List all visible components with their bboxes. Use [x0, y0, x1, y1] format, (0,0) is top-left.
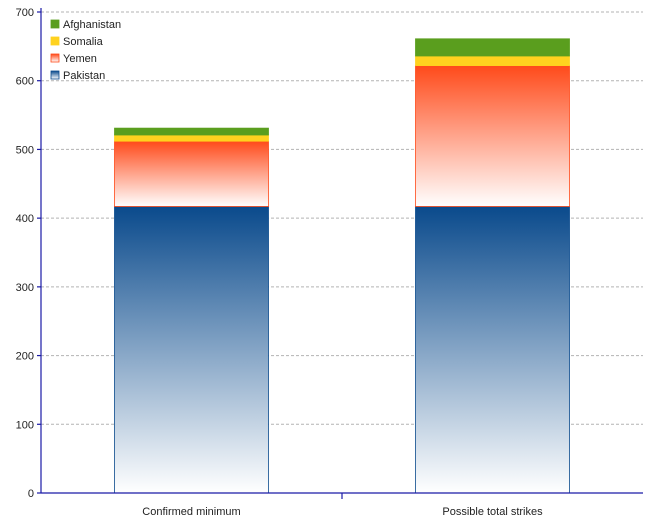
legend-label-afghanistan: Afghanistan	[63, 19, 121, 31]
bar-pakistan-possible-total-strikes	[415, 206, 570, 494]
y-tick-label: 200	[16, 351, 34, 363]
bar-yemen-possible-total-strikes	[415, 65, 570, 207]
y-tick-label: 600	[16, 76, 34, 88]
y-tick-label: 400	[16, 213, 34, 225]
legend: Afghanistan Somalia Yemen Pakistan	[50, 19, 121, 82]
bar-afghanistan-possible-total-strikes	[415, 38, 570, 57]
y-tick-label: 300	[16, 282, 34, 294]
x-axis-categories: Confirmed minimum Possible total strikes	[142, 506, 543, 517]
bar-somalia-confirmed-minimum	[114, 134, 269, 142]
y-tick-label: 500	[16, 144, 34, 156]
bar-pakistan-confirmed-minimum	[114, 206, 269, 494]
bar-afghanistan-confirmed-minimum	[114, 127, 269, 136]
x-category-label: Confirmed minimum	[142, 506, 240, 517]
legend-swatch-afghanistan	[50, 19, 60, 29]
y-axis-ticks: 0 100 200 300 400 500 600 700	[16, 7, 41, 500]
x-category-label: Possible total strikes	[442, 506, 543, 517]
axes	[40, 8, 643, 499]
legend-label-somalia: Somalia	[63, 36, 104, 48]
y-tick-label: 700	[16, 7, 34, 19]
legend-swatch-somalia	[50, 36, 60, 46]
legend-swatch-pakistan	[50, 70, 60, 80]
bar-yemen-confirmed-minimum	[114, 140, 269, 207]
legend-label-pakistan: Pakistan	[63, 70, 105, 82]
y-tick-label: 100	[16, 419, 34, 431]
y-tick-label: 0	[28, 488, 34, 500]
legend-swatch-yemen	[50, 53, 60, 63]
bars	[114, 38, 570, 494]
legend-label-yemen: Yemen	[63, 53, 97, 65]
bar-somalia-possible-total-strikes	[415, 55, 570, 66]
